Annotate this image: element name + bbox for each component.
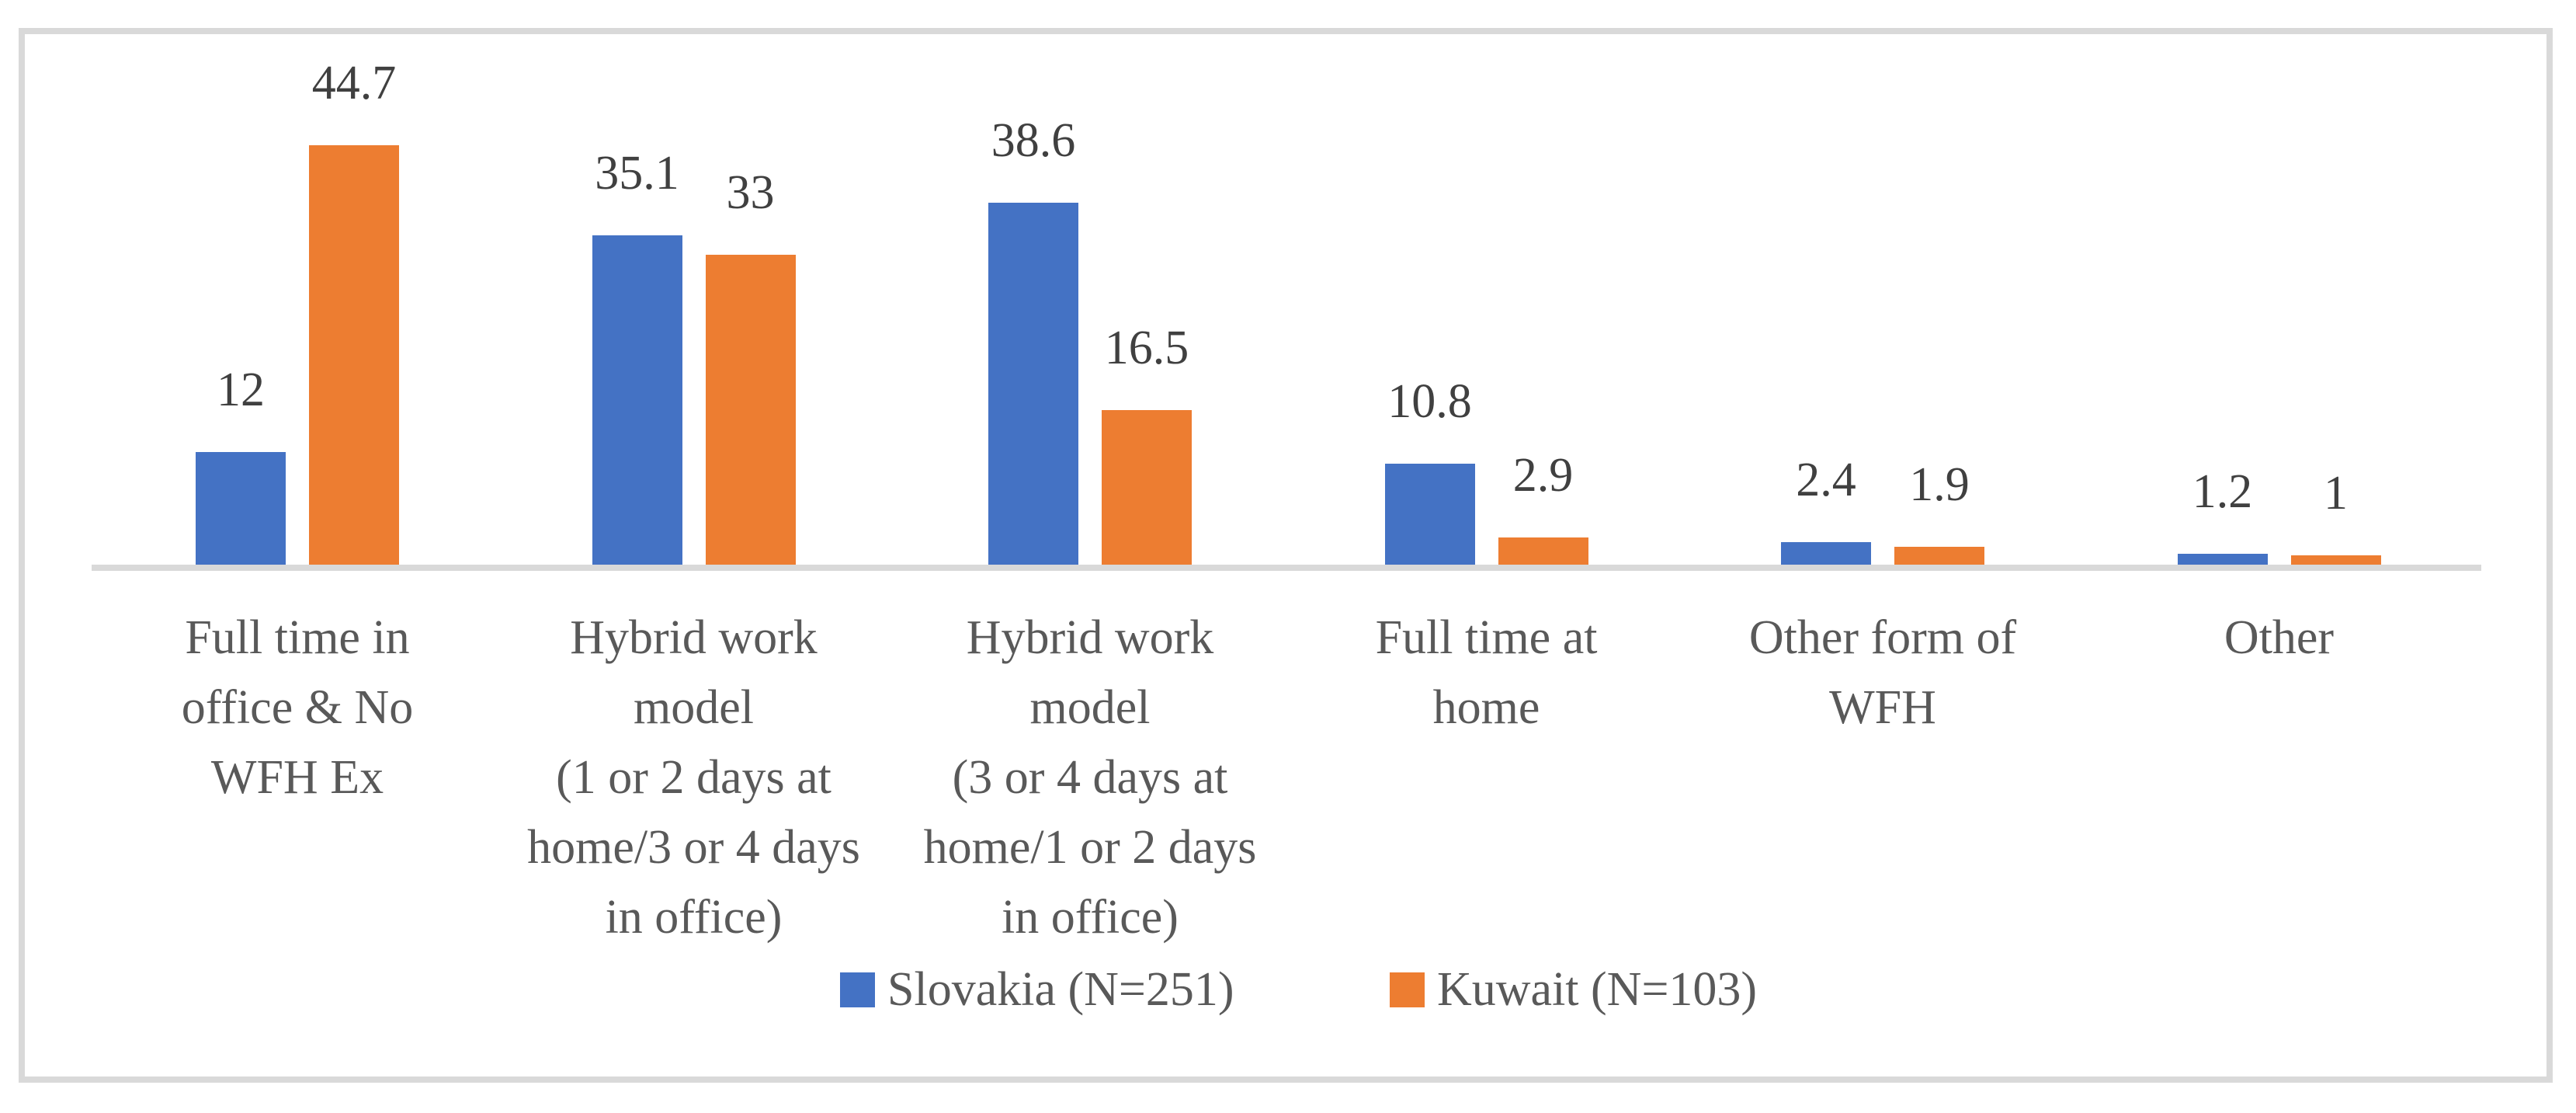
value-label-slovakia-1: 35.1 — [595, 147, 679, 200]
bar-kuwait-3 — [1498, 537, 1588, 565]
bar-slovakia-3 — [1384, 464, 1475, 565]
x-axis-label-4: Other form of WFH — [1748, 611, 2017, 734]
value-label-kuwait-5: 1 — [2324, 467, 2348, 520]
value-label-kuwait-0: 44.7 — [311, 57, 397, 110]
bar-slovakia-1 — [592, 235, 682, 565]
value-label-slovakia-4: 2.4 — [1796, 454, 1856, 506]
x-axis-label-1: Hybrid work model (1 or 2 days at home/3… — [527, 611, 860, 944]
bar-kuwait-5 — [2290, 555, 2381, 565]
legend-swatch-kuwait — [1390, 972, 1425, 1007]
value-label-slovakia-5: 1.2 — [2192, 465, 2253, 518]
x-axis-label-5: Other — [2224, 611, 2335, 664]
value-label-slovakia-0: 12 — [217, 363, 265, 416]
x-axis-label-2: Hybrid work model (3 or 4 days at home/1… — [923, 611, 1257, 944]
x-axis-label-3: Full time at home — [1375, 611, 1598, 734]
legend-label-kuwait: Kuwait (N=103) — [1437, 963, 1758, 1016]
value-label-kuwait-3: 2.9 — [1512, 449, 1574, 502]
x-axis-line — [92, 565, 2481, 571]
value-label-kuwait-4: 1.9 — [1909, 458, 1970, 511]
legend-label-slovakia: Slovakia (N=251) — [887, 963, 1234, 1016]
bar-slovakia-4 — [1781, 542, 1871, 565]
bar-kuwait-1 — [705, 255, 796, 565]
bar-kuwait-4 — [1894, 547, 1984, 565]
bar-kuwait-2 — [1102, 410, 1192, 565]
x-axis-label-0: Full time in office & No WFH Ex — [181, 611, 414, 804]
legend-swatch-slovakia — [840, 972, 875, 1007]
bar-slovakia-5 — [2177, 554, 2268, 565]
bar-kuwait-0 — [309, 145, 399, 565]
legend-item-slovakia: Slovakia (N=251) — [840, 963, 1234, 1016]
value-label-kuwait-2: 16.5 — [1104, 322, 1189, 374]
value-label-kuwait-1: 33 — [726, 166, 775, 219]
chart-border-frame — [19, 28, 2553, 1083]
bar-slovakia-0 — [196, 452, 286, 565]
value-label-slovakia-3: 10.8 — [1387, 375, 1472, 428]
value-label-slovakia-2: 38.6 — [991, 114, 1076, 167]
bar-slovakia-2 — [988, 203, 1078, 565]
legend-item-kuwait: Kuwait (N=103) — [1390, 963, 1758, 1016]
